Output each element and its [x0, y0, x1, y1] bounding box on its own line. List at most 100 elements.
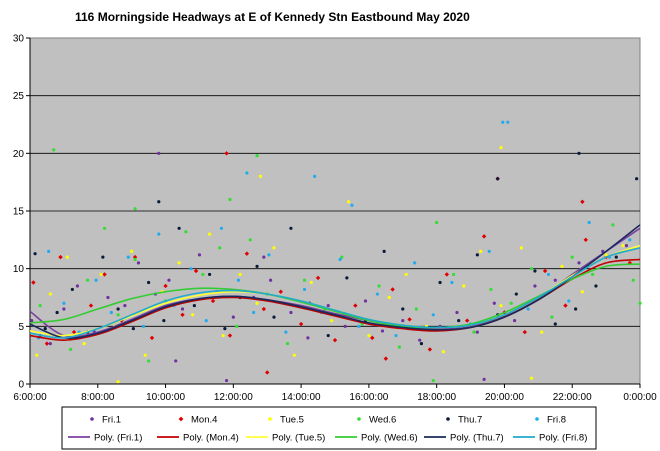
y-tick-label: 5 — [18, 322, 24, 333]
data-point — [245, 171, 249, 175]
data-point — [208, 232, 212, 236]
trendline-poly-wed-6 — [29, 263, 641, 329]
data-point — [272, 246, 276, 250]
data-point — [404, 272, 408, 277]
data-point — [338, 257, 342, 262]
legend-marker — [178, 416, 184, 422]
data-point — [269, 278, 273, 282]
data-point — [553, 322, 557, 326]
data-point — [635, 177, 639, 181]
data-point — [628, 238, 632, 242]
data-point — [363, 299, 368, 303]
data-point — [522, 329, 527, 335]
data-point — [452, 272, 456, 277]
legend-box — [61, 406, 597, 450]
data-point — [131, 327, 135, 331]
data-point — [102, 272, 107, 277]
legend-label: Poly. (Fri.8) — [539, 433, 587, 444]
data-point — [244, 251, 250, 256]
data-point — [394, 333, 398, 338]
data-point — [33, 252, 37, 256]
data-point — [472, 330, 476, 334]
legend-label: Mon.4 — [191, 415, 217, 426]
y-tick-label: 10 — [13, 264, 25, 275]
plot-area: 0 5 10 15 20 25 30 6:00:00 8:00:00 10:00:00 12:00:… — [13, 34, 657, 404]
data-point — [184, 230, 188, 234]
data-point — [35, 353, 39, 357]
data-point — [197, 253, 202, 257]
data-point — [298, 321, 304, 327]
data-point — [501, 120, 505, 124]
data-point — [499, 145, 503, 150]
data-point — [289, 310, 293, 315]
x-tick-label: 20:00:00 — [485, 392, 524, 403]
data-point — [583, 237, 588, 243]
data-point — [462, 284, 466, 288]
x-tick-label: 16:00:00 — [349, 392, 388, 403]
data-point — [69, 347, 73, 351]
data-point — [533, 269, 537, 273]
data-point — [102, 226, 107, 230]
data-point — [418, 338, 422, 342]
data-point — [101, 255, 105, 259]
data-point — [71, 329, 77, 335]
data-point — [353, 303, 358, 308]
trendline-poly-fri-8 — [29, 247, 641, 339]
legend-label: Poly. (Fri.1) — [94, 433, 142, 444]
data-point — [75, 284, 80, 288]
data-point — [407, 317, 412, 322]
data-point — [147, 359, 151, 363]
legend-marker — [90, 417, 94, 421]
legend-label: Poly. (Thu.7) — [450, 433, 504, 444]
data-point — [180, 312, 185, 317]
data-point — [587, 220, 591, 225]
data-point — [330, 318, 334, 323]
data-point — [162, 318, 166, 323]
data-point — [401, 318, 405, 323]
data-point — [382, 249, 386, 253]
data-point — [397, 345, 401, 349]
data-point — [390, 287, 395, 292]
data-point — [248, 238, 252, 242]
data-point — [506, 120, 510, 124]
legend: Fri.1 Mon.4 Tue.5 Wed.6 Thu.7 Fri.8 Poly. (Fri… — [61, 406, 597, 450]
data-point — [514, 292, 518, 296]
data-point — [204, 318, 208, 323]
data-point — [252, 310, 256, 315]
data-point — [82, 342, 86, 346]
data-point — [109, 310, 113, 315]
data-point — [340, 255, 344, 259]
data-point — [147, 280, 151, 285]
data-point — [638, 301, 642, 305]
data-point — [116, 307, 120, 311]
data-point — [313, 174, 317, 178]
data-point — [438, 280, 442, 285]
data-point — [192, 303, 196, 308]
data-point — [228, 197, 232, 202]
data-point — [38, 303, 42, 308]
data-point — [177, 226, 181, 230]
data-point — [326, 303, 330, 308]
series-tue-5 — [35, 145, 625, 384]
data-point — [444, 272, 450, 277]
data-point — [116, 313, 120, 317]
data-point — [55, 310, 59, 315]
data-point — [62, 307, 66, 311]
data-point — [208, 272, 212, 277]
data-point — [455, 310, 459, 315]
data-point — [377, 284, 381, 288]
data-point — [475, 330, 479, 334]
data-point — [48, 292, 52, 296]
data-point — [219, 226, 224, 230]
data-point — [435, 220, 439, 225]
data-point — [560, 264, 564, 268]
data-point — [106, 295, 110, 300]
chart-title: 116 Morningside Headways at E of Kennedy… — [75, 10, 470, 24]
data-point — [529, 267, 534, 271]
data-point — [236, 278, 241, 282]
data-point — [540, 330, 544, 334]
data-point — [70, 287, 74, 292]
y-tick-label: 25 — [13, 91, 25, 102]
data-point — [235, 324, 239, 328]
